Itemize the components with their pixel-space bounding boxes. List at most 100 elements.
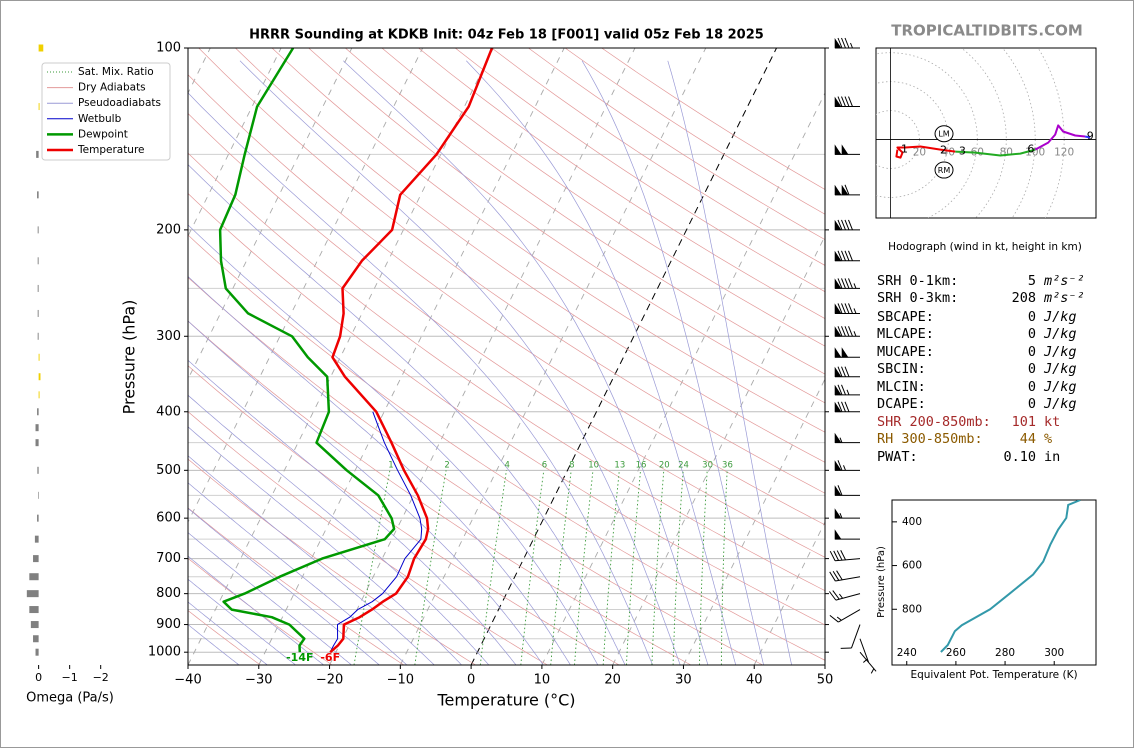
y-tick-label: 1000 bbox=[148, 645, 181, 660]
pseudoadiabat bbox=[343, 60, 709, 665]
barb-half bbox=[839, 512, 843, 519]
wind-barb bbox=[834, 303, 860, 314]
x-tick-label: −20 bbox=[316, 673, 343, 688]
hodo-trace bbox=[1034, 124, 1086, 151]
barb-feather bbox=[841, 303, 846, 314]
x-tick-label: −10 bbox=[387, 673, 414, 688]
barb-feather bbox=[841, 384, 846, 396]
index-value: 0 bbox=[1028, 379, 1036, 395]
dry-adiabat bbox=[188, 557, 333, 665]
omega-bar bbox=[30, 621, 39, 629]
barb-feather bbox=[844, 278, 850, 289]
barb-feather bbox=[837, 303, 843, 314]
barb-staff bbox=[838, 609, 861, 623]
barb-flag bbox=[834, 529, 842, 540]
chart-title: HRRR Sounding at KDKB Init: 04z Feb 18 [… bbox=[249, 28, 764, 43]
theta-e-plot bbox=[940, 500, 1081, 653]
dry-adiabat bbox=[188, 320, 692, 665]
wind-barb bbox=[834, 37, 860, 49]
pseudoadiabat bbox=[239, 60, 681, 665]
wind-barb bbox=[834, 401, 860, 413]
omega-bar bbox=[37, 408, 39, 416]
y-tick-label: 300 bbox=[156, 329, 181, 344]
x-tick-label: 40 bbox=[746, 673, 763, 688]
barb-flag bbox=[834, 250, 842, 262]
index-unit: J/kg bbox=[1043, 361, 1077, 377]
index-label: SHR 200-850mb: bbox=[877, 414, 991, 430]
x-axis-label: Temperature (°C) bbox=[436, 691, 575, 710]
wind-barb bbox=[829, 609, 861, 623]
barb-feather bbox=[836, 550, 843, 561]
index-value: 0.10 bbox=[1003, 449, 1036, 465]
dry-adiabat bbox=[381, 48, 825, 347]
dry-adiabat bbox=[188, 610, 261, 665]
index-label: SBCAPE: bbox=[877, 309, 934, 325]
profile-dewpoint bbox=[218, 48, 396, 653]
barb-feather bbox=[837, 37, 843, 49]
hodo-trace bbox=[1084, 135, 1091, 139]
dry-adiabat bbox=[188, 234, 825, 661]
barb-feather bbox=[837, 485, 843, 496]
index-unit: % bbox=[1044, 431, 1052, 447]
pseudoadiabat bbox=[188, 164, 626, 665]
theta-e-x-tick-label: 260 bbox=[946, 647, 966, 659]
legend-label: Dewpoint bbox=[78, 128, 128, 140]
omega-bar bbox=[38, 391, 40, 399]
skewt-profiles bbox=[218, 48, 494, 654]
wind-barb bbox=[859, 651, 877, 674]
surface-label: -14F bbox=[286, 651, 313, 664]
mixing-ratio-label: 20 bbox=[659, 461, 670, 471]
storm-motion-marker bbox=[934, 161, 954, 179]
dry-adiabat bbox=[188, 411, 548, 665]
hodo-caption: Hodograph (wind in kt, height in km) bbox=[888, 241, 1082, 253]
dry-adiabat bbox=[188, 74, 825, 526]
wind-barb bbox=[834, 326, 860, 337]
surface-label: -6F bbox=[320, 651, 340, 664]
index-unit: m²s⁻² bbox=[1043, 273, 1085, 289]
barb-feather bbox=[844, 250, 850, 261]
barb-feather bbox=[841, 326, 846, 337]
barb-feather bbox=[841, 366, 846, 377]
barb-feather bbox=[848, 96, 853, 107]
wind-barb bbox=[829, 550, 861, 562]
barb-feather bbox=[841, 250, 846, 261]
index-unit: J/kg bbox=[1043, 396, 1077, 412]
barb-feather bbox=[837, 366, 843, 377]
mixing-ratio-label: 10 bbox=[588, 461, 599, 471]
index-label: SRH 0-3km: bbox=[877, 290, 958, 306]
barb-feather bbox=[844, 303, 850, 314]
omega-bar bbox=[26, 590, 39, 598]
legend-box bbox=[41, 62, 171, 161]
barb-feather bbox=[832, 590, 840, 600]
barb-feather bbox=[848, 326, 853, 337]
barb-feather bbox=[841, 219, 846, 231]
hodo-trace bbox=[955, 148, 1036, 157]
site-name: TROPICALTIDBITS.COM bbox=[891, 22, 1083, 40]
barb-half bbox=[846, 389, 850, 396]
omega-bar bbox=[33, 635, 39, 643]
barb-feather bbox=[837, 96, 843, 107]
mixing-ratio-label: 8 bbox=[569, 461, 574, 471]
barb-feather bbox=[837, 278, 843, 289]
mixing-ratio-label: 13 bbox=[614, 461, 625, 471]
mixing-ratio-line bbox=[414, 470, 447, 665]
legend-label: Dry Adiabats bbox=[78, 82, 146, 94]
wind-barb bbox=[834, 278, 860, 289]
dry-adiabat bbox=[198, 48, 825, 494]
omega-bar bbox=[29, 606, 39, 614]
omega-bar bbox=[35, 648, 39, 656]
x-tick-label: −40 bbox=[174, 673, 201, 688]
mixing-ratio-label: 24 bbox=[678, 461, 689, 471]
omega-tick-label: −1 bbox=[62, 671, 78, 684]
pseudoadiabat bbox=[188, 507, 380, 665]
plot-frame bbox=[187, 47, 826, 666]
omega-tick-label: −2 bbox=[93, 671, 109, 684]
storm-motion-marker bbox=[934, 125, 954, 143]
barb-flag bbox=[841, 184, 849, 196]
theta-e-x-tick-label: 280 bbox=[995, 647, 1015, 659]
barb-feather bbox=[837, 401, 843, 412]
x-tick-label: 0 bbox=[467, 673, 475, 688]
pseudoadiabat bbox=[188, 320, 544, 665]
